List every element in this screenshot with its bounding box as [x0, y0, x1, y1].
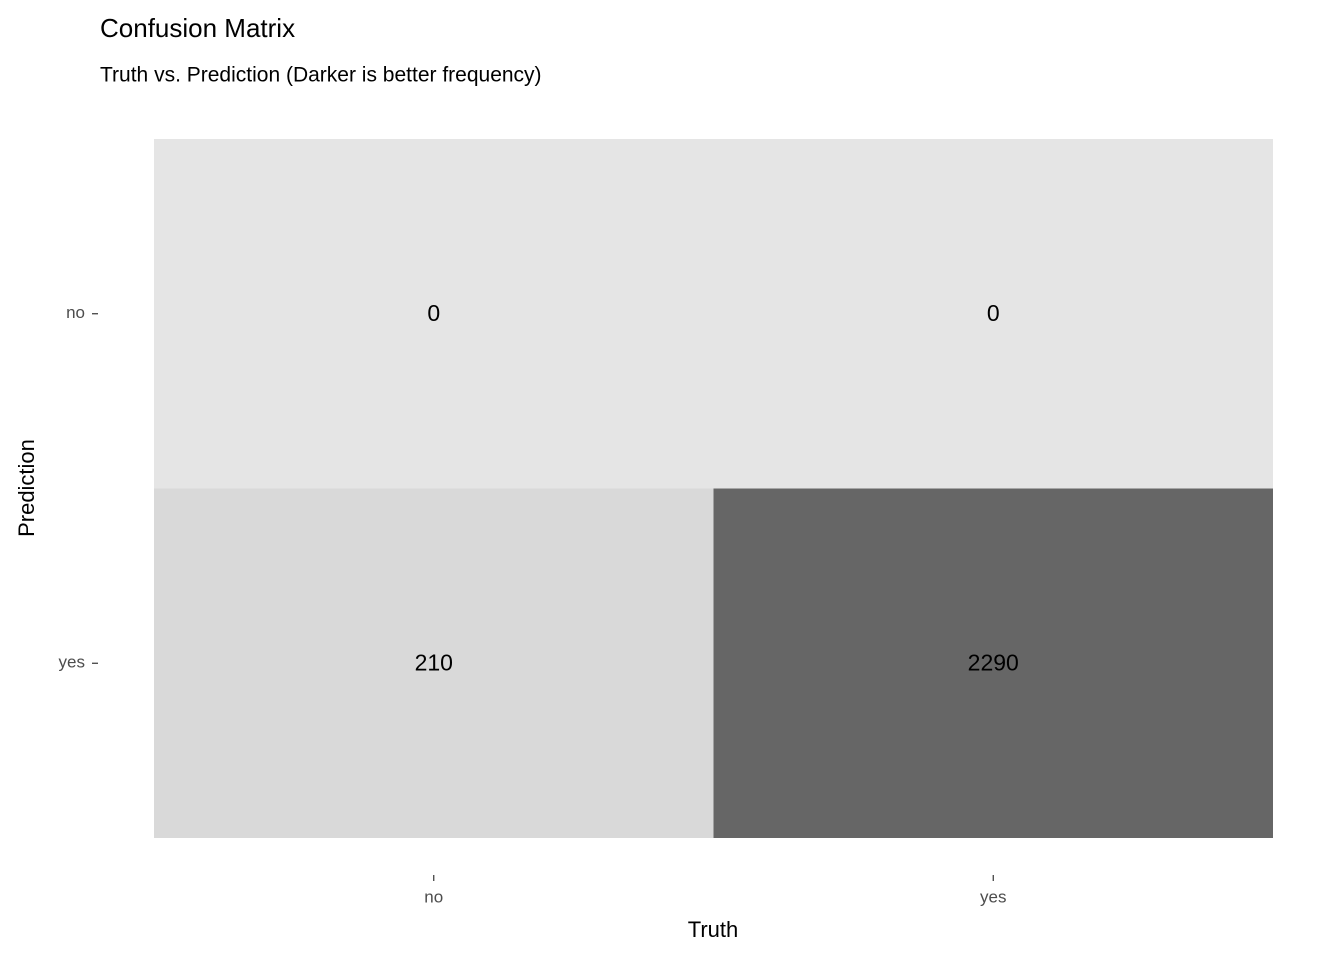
y-tick-label: yes — [59, 653, 85, 672]
heatmap-cell — [154, 139, 714, 489]
heatmap-cell — [154, 488, 714, 838]
chart-subtitle: Truth vs. Prediction (Darker is better f… — [100, 64, 542, 87]
cell-label: 0 — [987, 300, 1000, 326]
cell-label: 210 — [415, 649, 453, 675]
y-axis-title: Prediction — [14, 439, 39, 537]
chart-title: Confusion Matrix — [100, 13, 295, 43]
heatmap-cell — [713, 488, 1273, 838]
cell-label: 0 — [427, 300, 440, 326]
x-tick-label: no — [424, 887, 443, 906]
heatmap-cell — [713, 139, 1273, 489]
cell-label: 2290 — [968, 649, 1019, 675]
x-axis-title: Truth — [688, 917, 739, 942]
y-tick-label: no — [66, 303, 85, 322]
x-tick-label: yes — [980, 887, 1006, 906]
